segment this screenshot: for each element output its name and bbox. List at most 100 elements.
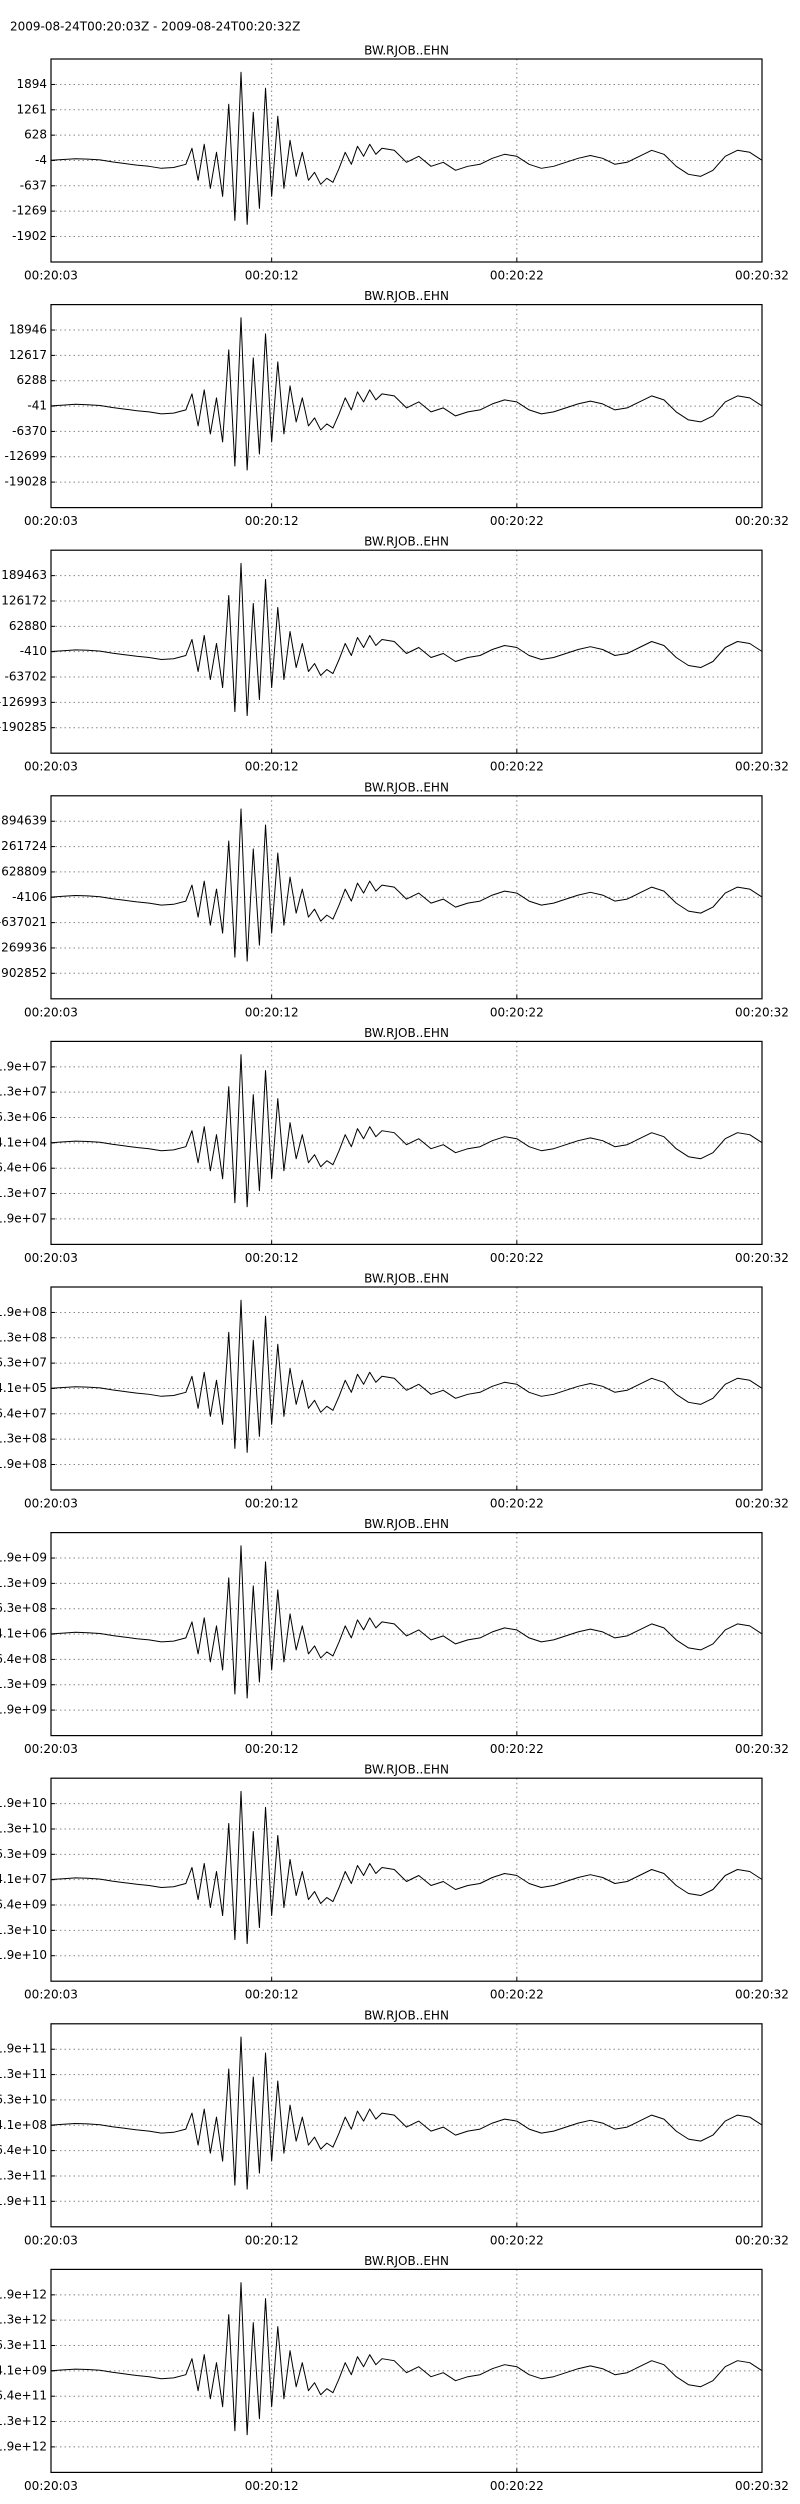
panel-title: BW.RJOB..EHN [364,2008,449,2022]
x-tick-label: 00:20:22 [490,2479,544,2493]
waveform [50,71,763,225]
plot-frame [50,795,763,1000]
y-tick-label: 1.9e+09 [0,1551,47,1565]
y-tick-label: 6.3e+11 [0,2338,47,2352]
plot-frame [50,58,763,263]
y-tick-label: -6.4e+09 [0,1898,47,1912]
y-tick-label: 6.3e+09 [0,1847,47,1861]
y-tick-label: -4 [35,153,47,167]
y-tick-label: 126172 [1,593,47,607]
x-tick-label: 00:20:03 [24,1497,78,1511]
x-tick-label: 00:20:22 [490,2233,544,2247]
x-tick-label: 00:20:22 [490,1988,544,2002]
y-tick-label: 62880 [9,619,47,633]
y-tick-label: 18946 [9,323,47,337]
x-tick-label: 00:20:12 [245,1005,299,1019]
y-tick-label: 1.9e+07 [0,1059,47,1073]
y-tick-label: 6.3e+06 [0,1110,47,1124]
figure-title: 2009-08-24T00:20:03Z - 2009-08-24T00:20:… [10,20,300,34]
x-tick-label: 00:20:22 [490,760,544,774]
x-tick-label: 00:20:12 [245,2479,299,2493]
y-tick-label: -12699 [4,449,47,463]
y-tick-label: -126993 [0,695,47,709]
y-tick-label: -6.4e+07 [0,1406,47,1420]
y-tick-label: 6.3e+08 [0,1601,47,1615]
y-tick-label: -1.9e+07 [0,1211,47,1225]
y-tick-label: -19028 [4,475,47,489]
plot-frame [50,304,763,509]
y-tick-label: -637021 [0,915,47,929]
y-tick-label: -1.3e+08 [0,1432,47,1446]
y-tick-label: 1261 [16,102,47,116]
x-tick-label: 00:20:22 [490,1251,544,1265]
panel-title: BW.RJOB..EHN [364,44,449,58]
x-tick-label: 00:20:32 [735,1251,789,1265]
x-tick-label: 00:20:22 [490,1005,544,1019]
plot-frame [50,1531,763,1737]
panel-title: BW.RJOB..EHN [364,780,449,794]
y-tick-label: -6.4e+06 [0,1161,47,1175]
x-tick-label: 00:20:03 [24,269,78,283]
y-tick-label: 1261724 [0,839,47,853]
y-tick-label: 1.9e+11 [0,2042,47,2056]
y-tick-label: -1.3e+09 [0,1677,47,1691]
x-tick-label: 00:20:22 [490,1742,544,1756]
x-tick-label: 00:20:12 [245,1988,299,2002]
panel-title: BW.RJOB..EHN [364,2254,449,2268]
x-tick-label: 00:20:32 [735,514,789,528]
x-tick-label: 00:20:12 [245,1497,299,1511]
x-tick-label: 00:20:22 [490,269,544,283]
plot-frame [50,1777,763,1982]
y-tick-label: -1.3e+12 [0,2414,47,2428]
y-tick-label: 6.3e+07 [0,1356,47,1370]
y-tick-label: 1.3e+12 [0,2313,47,2327]
y-tick-label: 1.3e+07 [0,1085,47,1099]
y-tick-label: 1894639 [0,814,47,828]
x-tick-label: 00:20:03 [24,2233,78,2247]
y-tick-label: -4.1e+06 [0,1627,47,1641]
y-tick-label: 1.3e+10 [0,1821,47,1835]
x-tick-label: 00:20:32 [735,2479,789,2493]
waveform [50,2282,763,2436]
y-tick-label: -190285 [0,720,47,734]
x-tick-label: 00:20:32 [735,1742,789,1756]
plot-frame [50,2023,763,2228]
x-tick-label: 00:20:22 [490,1497,544,1511]
x-tick-label: 00:20:22 [490,514,544,528]
y-tick-label: 628809 [1,864,47,878]
x-tick-label: 00:20:03 [24,1005,78,1019]
y-tick-label: 628 [24,128,47,142]
y-tick-label: 189463 [1,568,47,582]
y-tick-label: -4.1e+08 [0,2118,47,2132]
y-tick-label: -4.1e+09 [0,2363,47,2377]
y-tick-label: -1.3e+07 [0,1186,47,1200]
x-tick-label: 00:20:32 [735,1988,789,2002]
waveform [50,1545,763,1699]
waveform [50,1790,763,1945]
y-tick-label: 1.3e+11 [0,2067,47,2081]
x-tick-label: 00:20:12 [245,269,299,283]
y-tick-label: -4.1e+05 [0,1381,47,1395]
y-tick-label: 12617 [9,348,47,362]
y-tick-label: -4.1e+04 [0,1135,47,1149]
y-tick-label: -1.9e+12 [0,2439,47,2453]
panel-title: BW.RJOB..EHN [364,1026,449,1040]
panel-title: BW.RJOB..EHN [364,289,449,303]
x-tick-label: 00:20:12 [245,2233,299,2247]
x-tick-label: 00:20:32 [735,760,789,774]
waveform [50,562,763,717]
y-tick-label: -1.3e+11 [0,2168,47,2182]
x-tick-label: 00:20:03 [24,1251,78,1265]
x-tick-label: 00:20:12 [245,1251,299,1265]
panel-title: BW.RJOB..EHN [364,1517,449,1531]
plot-frame [50,1286,763,1491]
y-tick-label: 6288 [16,373,47,387]
waveform [50,317,763,471]
y-tick-label: 1.9e+10 [0,1796,47,1810]
waveform [50,2036,763,2190]
y-tick-label: -6.4e+11 [0,2389,47,2403]
x-tick-label: 00:20:12 [245,1742,299,1756]
plot-frame [50,1040,763,1246]
